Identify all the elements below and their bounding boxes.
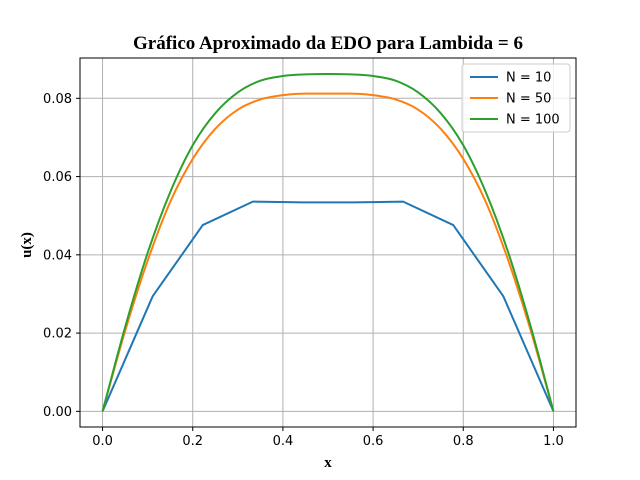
x-tick-label: 1.0: [543, 434, 564, 449]
x-tick-label: 0.8: [453, 434, 474, 449]
chart-title: Gráfico Aproximado da EDO para Lambida =…: [133, 33, 523, 54]
series-line-2: [101, 92, 555, 412]
series-line-3: [101, 73, 555, 412]
y-tick-label: 0.00: [43, 405, 72, 420]
legend-box: [461, 63, 571, 133]
series-layer: [101, 73, 555, 412]
x-tick-label: 0.0: [92, 434, 113, 449]
y-tick-label: 0.04: [43, 248, 72, 263]
x-tick-label: 0.2: [182, 434, 203, 449]
y-tick-label: 0.02: [43, 327, 72, 342]
legend: N = 10 N = 50 N = 100: [461, 63, 571, 133]
y-tick-label: 0.08: [43, 92, 72, 107]
x-axis-label: x: [324, 455, 332, 471]
legend-label: N = 50: [506, 92, 551, 107]
x-tick-label: 0.6: [363, 434, 384, 449]
y-axis-label: u(x): [19, 232, 35, 258]
y-tick-label: 0.06: [43, 170, 72, 185]
ticks: 0.0 0.2 0.4 0.6 0.8 1.0 0.00 0.02 0.04 0.06 0.08: [43, 92, 564, 449]
x-tick-label: 0.4: [273, 434, 294, 449]
legend-label: N = 100: [506, 113, 560, 128]
series-line-1: [101, 200, 555, 412]
legend-label: N = 10: [506, 71, 551, 86]
plot-frame: [79, 57, 577, 428]
